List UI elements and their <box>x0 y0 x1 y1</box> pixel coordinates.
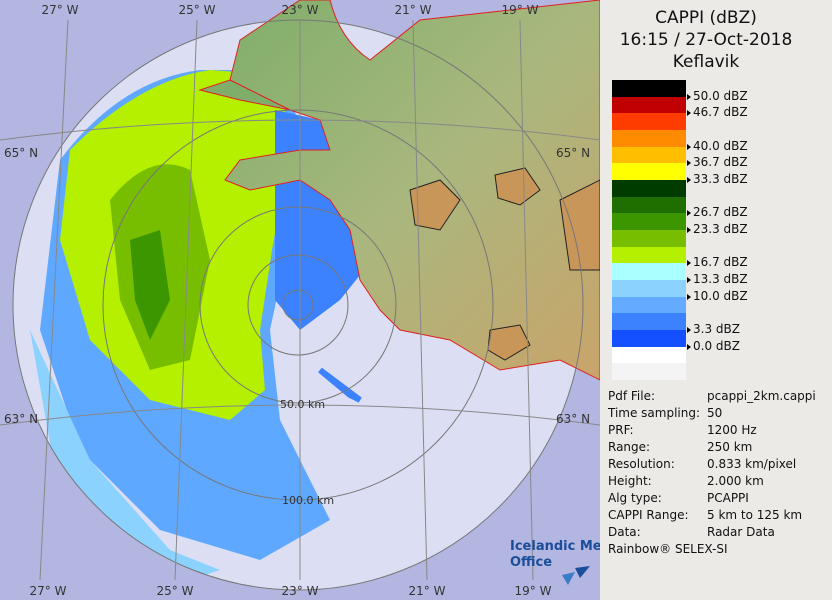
legend-label: 23.3 dBZ <box>693 222 748 236</box>
legend-swatch <box>612 313 686 331</box>
legend-tick <box>687 293 691 300</box>
legend-label: 33.3 dBZ <box>693 172 748 186</box>
info-key: Height: <box>608 474 652 488</box>
glacier <box>409 179 461 231</box>
legend-label: 40.0 dBZ <box>693 138 748 153</box>
legend-tick <box>687 327 691 333</box>
lat-label: 63° N <box>556 412 590 426</box>
title-line: Keflavik <box>672 52 740 72</box>
legend-swatch <box>612 146 686 164</box>
info-key: CAPPI Range: <box>608 508 689 522</box>
legend-tick <box>687 343 691 350</box>
lon-label: 27° W <box>30 584 67 598</box>
info-value: 50 <box>707 406 723 420</box>
legend-swatch <box>612 96 686 114</box>
legend-swatch <box>612 346 686 364</box>
legend-swatch <box>612 280 686 298</box>
lon-label: 25° W <box>179 3 216 17</box>
legend-tick <box>687 177 691 183</box>
range-label: 50.0 km <box>280 398 325 411</box>
legend-swatch <box>612 196 686 214</box>
info-key: PRF: <box>608 423 634 437</box>
legend-label: 16.7 dBZ <box>693 255 748 270</box>
side-panel: CAPPI (dBZ) 16:15 / 27-Oct-2018 Keflavik 50… <box>600 0 832 600</box>
info-key: Range: <box>608 440 651 454</box>
legend-tick <box>687 277 691 283</box>
legend-tick <box>687 260 691 267</box>
legend-swatch <box>612 363 686 381</box>
legend-swatch <box>612 263 686 281</box>
footer: Rainbow® SELEX-SI <box>608 542 728 556</box>
legend-label: 0.0 dBZ <box>693 338 740 353</box>
legend-label: 13.3 dBZ <box>693 272 748 286</box>
info-value: PCAPPI <box>707 491 749 505</box>
info-key: Resolution: <box>608 457 675 471</box>
info-value: 1200 Hz <box>707 423 757 437</box>
lon-label: 25° W <box>157 584 194 598</box>
info-value: pcappi_2km.cappi <box>707 389 816 403</box>
legend-swatch <box>612 130 686 148</box>
info-value: 250 km <box>707 440 753 454</box>
logo-icon <box>562 566 590 585</box>
graticule <box>0 19 600 581</box>
title-line: CAPPI (dBZ) <box>655 8 757 28</box>
legend-tick <box>687 160 691 167</box>
legend-tick <box>687 110 691 117</box>
range-label: 100.0 km <box>282 494 334 507</box>
glacier <box>494 167 541 206</box>
legend-label: 46.7 dBZ <box>693 105 748 120</box>
range-rings <box>12 19 584 591</box>
info-value: 0.833 km/pixel <box>707 457 797 471</box>
legend-swatch <box>612 213 686 231</box>
info-key: Data: <box>608 525 641 539</box>
title-line: 16:15 / 27-Oct-2018 <box>619 30 793 50</box>
legend-tick <box>687 210 691 217</box>
info-key: Pdf File: <box>608 389 656 403</box>
radar-map: 27° W 25° W 23° W 21° W 19° W 27° W 25° W 23° W… <box>0 0 600 600</box>
lon-label: 23° W <box>282 584 319 598</box>
legend-swatch <box>612 246 686 264</box>
legend-label: 50.0 dBZ <box>693 88 748 103</box>
lon-label: 19° W <box>515 584 552 598</box>
legend-tick <box>687 93 691 100</box>
legend-swatch <box>612 80 686 98</box>
lon-label: 27° W <box>42 3 79 17</box>
legend-swatch <box>612 330 686 348</box>
legend-label: 3.3 dBZ <box>693 322 740 336</box>
legend-label: 26.7 dBZ <box>693 205 748 220</box>
info-value: 5 km to 125 km <box>707 508 803 522</box>
info-value: 2.000 km <box>707 474 764 488</box>
legend-swatch <box>612 230 686 248</box>
lat-label: 65° N <box>556 146 590 160</box>
glacier <box>559 179 600 271</box>
info-key: Alg type: <box>608 491 662 505</box>
legend-tick <box>687 143 691 150</box>
logo-text: Office <box>510 555 552 570</box>
lat-label: 65° N <box>4 146 38 160</box>
legend-tick <box>687 227 691 233</box>
logo-text: Icelandic Met <box>510 539 600 554</box>
legend-label: 36.7 dBZ <box>693 155 748 170</box>
info-value: Radar Data <box>707 525 775 539</box>
legend-swatch <box>612 113 686 131</box>
lon-label: 21° W <box>395 3 432 17</box>
legend-swatch <box>612 163 686 181</box>
lon-label: 23° W <box>282 3 319 17</box>
legend-swatch <box>612 296 686 314</box>
info-key: Time sampling: <box>608 406 701 420</box>
lat-label: 63° N <box>4 412 38 426</box>
lon-label: 21° W <box>409 584 446 598</box>
legend-swatch <box>612 180 686 198</box>
legend-label: 10.0 dBZ <box>693 288 748 303</box>
lon-label: 19° W <box>502 3 539 17</box>
